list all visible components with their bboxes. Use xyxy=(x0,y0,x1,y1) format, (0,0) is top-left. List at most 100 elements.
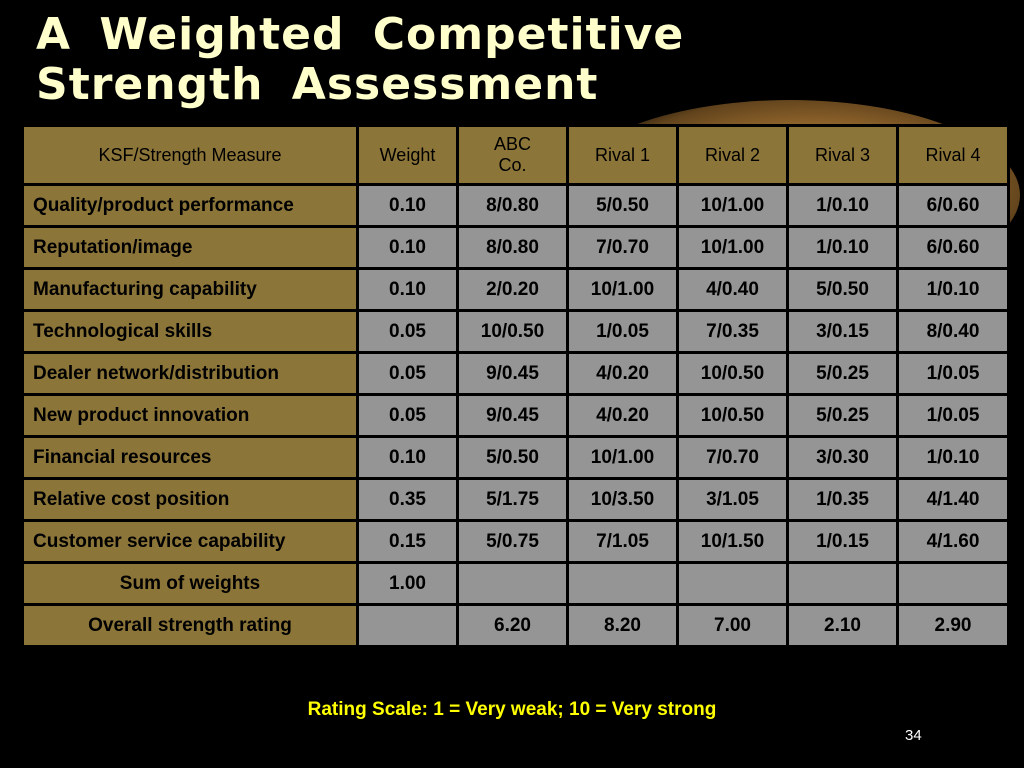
table-header-row: KSF/Strength Measure Weight ABC Co. Riva… xyxy=(21,124,1010,186)
rival1-cell: 10/3.50 xyxy=(566,477,679,522)
table-row: New product innovation 0.05 9/0.45 4/0.20 10… xyxy=(21,393,1010,438)
rival3-cell: 1/0.10 xyxy=(786,183,899,228)
measure-cell: Manufacturing capability xyxy=(21,267,359,312)
abc-cell: 5/1.75 xyxy=(456,477,569,522)
overall-rival3: 2.10 xyxy=(786,603,899,648)
rival4-cell: 4/1.40 xyxy=(896,477,1010,522)
rival1-cell: 1/0.05 xyxy=(566,309,679,354)
weight-cell: 0.10 xyxy=(356,183,459,228)
rival2-cell: 4/0.40 xyxy=(676,267,789,312)
rival1-cell: 7/0.70 xyxy=(566,225,679,270)
rival2-cell: 10/0.50 xyxy=(676,351,789,396)
abc-cell: 10/0.50 xyxy=(456,309,569,354)
header-cell: ABC Co. xyxy=(456,124,569,186)
header-cell: KSF/Strength Measure xyxy=(21,124,359,186)
rival2-cell: 10/1.00 xyxy=(676,183,789,228)
rival3-cell: 1/0.35 xyxy=(786,477,899,522)
rating-scale-note: Rating Scale: 1 = Very weak; 10 = Very s… xyxy=(307,699,717,720)
rival3-cell: 3/0.30 xyxy=(786,435,899,480)
header-cell: Weight xyxy=(356,124,459,186)
abc-cell: 9/0.45 xyxy=(456,351,569,396)
empty-cell xyxy=(786,561,899,606)
rival3-cell: 5/0.25 xyxy=(786,351,899,396)
measure-cell: Technological skills xyxy=(21,309,359,354)
abc-cell: 9/0.45 xyxy=(456,393,569,438)
abc-cell: 8/0.80 xyxy=(456,183,569,228)
rival1-cell: 7/1.05 xyxy=(566,519,679,564)
abc-cell: 5/0.75 xyxy=(456,519,569,564)
rival3-cell: 5/0.25 xyxy=(786,393,899,438)
empty-cell xyxy=(566,561,679,606)
weight-cell: 0.15 xyxy=(356,519,459,564)
rival4-cell: 6/0.60 xyxy=(896,183,1010,228)
title-line-2: Strength Assessment xyxy=(36,59,599,110)
rival1-cell: 4/0.20 xyxy=(566,393,679,438)
rival2-cell: 10/1.00 xyxy=(676,225,789,270)
table-row: Technological skills 0.05 10/0.50 1/0.05 7/0… xyxy=(21,309,1010,354)
rival1-cell: 5/0.50 xyxy=(566,183,679,228)
rival3-cell: 3/0.15 xyxy=(786,309,899,354)
rival3-cell: 1/0.10 xyxy=(786,225,899,270)
abc-cell: 2/0.20 xyxy=(456,267,569,312)
sum-weight: 1.00 xyxy=(356,561,459,606)
measure-cell: Reputation/image xyxy=(21,225,359,270)
measure-cell: Quality/product performance xyxy=(21,183,359,228)
rival4-cell: 1/0.05 xyxy=(896,351,1010,396)
rival3-cell: 5/0.50 xyxy=(786,267,899,312)
weight-cell: 0.35 xyxy=(356,477,459,522)
weight-cell: 0.05 xyxy=(356,393,459,438)
empty-cell xyxy=(896,561,1010,606)
page-number: 34 xyxy=(905,727,922,744)
header-cell: Rival 3 xyxy=(786,124,899,186)
strength-assessment-table: KSF/Strength Measure Weight ABC Co. Riva… xyxy=(21,124,1010,648)
rival2-cell: 10/0.50 xyxy=(676,393,789,438)
weight-cell: 0.05 xyxy=(356,351,459,396)
overall-row: Overall strength rating 6.20 8.20 7.00 2… xyxy=(21,603,1010,648)
header-cell: Rival 2 xyxy=(676,124,789,186)
table-row: Relative cost position 0.35 5/1.75 10/3.50 3… xyxy=(21,477,1010,522)
measure-cell: Customer service capability xyxy=(21,519,359,564)
overall-rival1: 8.20 xyxy=(566,603,679,648)
rival4-cell: 1/0.10 xyxy=(896,267,1010,312)
slide-title: A Weighted Competitive Strength Assessme… xyxy=(36,10,684,110)
sum-row: Sum of weights 1.00 xyxy=(21,561,1010,606)
rival2-cell: 3/1.05 xyxy=(676,477,789,522)
header-cell: Rival 4 xyxy=(896,124,1010,186)
rival2-cell: 7/0.35 xyxy=(676,309,789,354)
rival2-cell: 7/0.70 xyxy=(676,435,789,480)
weight-cell: 0.05 xyxy=(356,309,459,354)
abc-cell: 5/0.50 xyxy=(456,435,569,480)
rival1-cell: 10/1.00 xyxy=(566,267,679,312)
rival4-cell: 6/0.60 xyxy=(896,225,1010,270)
rival4-cell: 8/0.40 xyxy=(896,309,1010,354)
overall-rival2: 7.00 xyxy=(676,603,789,648)
overall-abc: 6.20 xyxy=(456,603,569,648)
empty-cell xyxy=(676,561,789,606)
empty-cell xyxy=(356,603,459,648)
rival4-cell: 1/0.05 xyxy=(896,393,1010,438)
measure-cell: Dealer network/distribution xyxy=(21,351,359,396)
measure-cell: New product innovation xyxy=(21,393,359,438)
header-cell: Rival 1 xyxy=(566,124,679,186)
rival1-cell: 4/0.20 xyxy=(566,351,679,396)
table-row: Manufacturing capability 0.10 2/0.20 10/1.0… xyxy=(21,267,1010,312)
measure-cell: Financial resources xyxy=(21,435,359,480)
abc-cell: 8/0.80 xyxy=(456,225,569,270)
table-row: Reputation/image 0.10 8/0.80 7/0.70 10/1.00 1… xyxy=(21,225,1010,270)
rival2-cell: 10/1.50 xyxy=(676,519,789,564)
empty-cell xyxy=(456,561,569,606)
table-row: Dealer network/distribution 0.05 9/0.45 4/0… xyxy=(21,351,1010,396)
weight-cell: 0.10 xyxy=(356,435,459,480)
table-row: Customer service capability 0.15 5/0.75 7/1… xyxy=(21,519,1010,564)
weight-cell: 0.10 xyxy=(356,267,459,312)
weight-cell: 0.10 xyxy=(356,225,459,270)
table-row: Financial resources 0.10 5/0.50 10/1.00 7/0.… xyxy=(21,435,1010,480)
overall-rival4: 2.90 xyxy=(896,603,1010,648)
title-line-1: A Weighted Competitive xyxy=(36,9,685,60)
rival1-cell: 10/1.00 xyxy=(566,435,679,480)
measure-cell: Relative cost position xyxy=(21,477,359,522)
sum-label: Sum of weights xyxy=(21,561,359,606)
rival3-cell: 1/0.15 xyxy=(786,519,899,564)
rival4-cell: 1/0.10 xyxy=(896,435,1010,480)
table-row: Quality/product performance 0.10 8/0.80 5/0… xyxy=(21,183,1010,228)
